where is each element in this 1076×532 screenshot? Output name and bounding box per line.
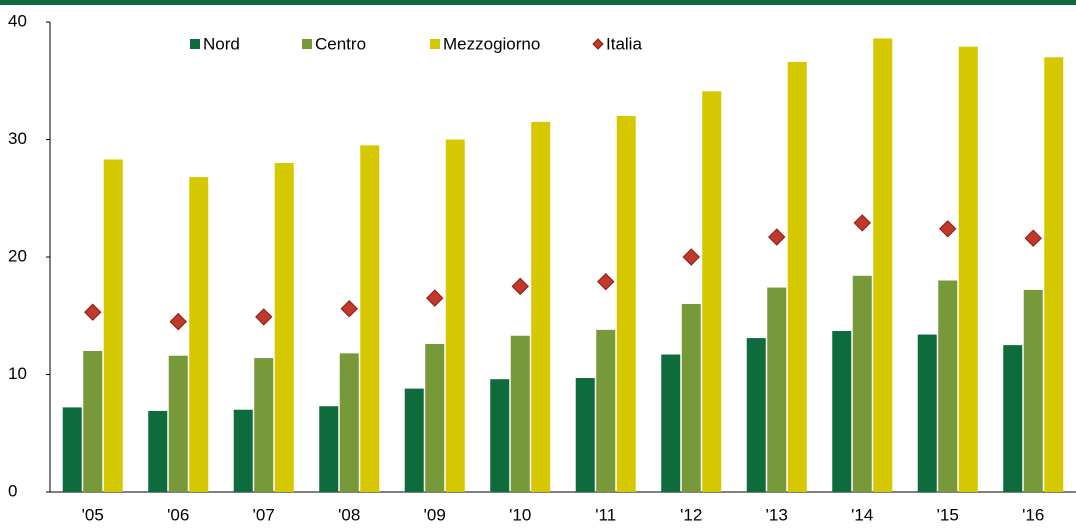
legend-marker <box>592 38 604 50</box>
bar <box>360 145 380 492</box>
bar <box>339 353 359 492</box>
bar <box>490 379 510 492</box>
italia-marker <box>853 214 871 232</box>
bar <box>531 121 551 492</box>
top-band <box>0 0 1076 5</box>
y-tick-label: 0 <box>8 481 17 500</box>
legend-label: Italia <box>606 34 642 53</box>
x-tick-label: '08 <box>338 505 360 524</box>
bar <box>404 388 424 492</box>
y-tick-label: 20 <box>8 246 27 265</box>
bar <box>445 139 465 492</box>
bar <box>938 280 958 492</box>
italia-marker <box>426 289 444 307</box>
bar <box>168 355 188 492</box>
legend-swatch <box>302 39 312 49</box>
bar <box>661 354 681 492</box>
x-tick-label: '11 <box>595 505 616 524</box>
bar <box>787 61 807 492</box>
bar <box>767 287 787 492</box>
italia-marker <box>511 277 529 296</box>
bar <box>254 358 274 492</box>
bar <box>616 116 636 492</box>
bar <box>873 38 893 492</box>
bar <box>832 331 852 492</box>
x-tick-label: '05 <box>82 505 104 524</box>
y-tick-label: 40 <box>8 11 27 30</box>
bar <box>852 275 872 492</box>
italia-marker <box>255 308 273 326</box>
bar <box>189 177 209 492</box>
bar <box>83 351 103 492</box>
italia-marker <box>1024 229 1042 247</box>
italia-marker <box>939 220 957 238</box>
italia-marker <box>768 228 786 246</box>
bar <box>425 343 445 492</box>
bar <box>510 335 530 492</box>
x-tick-label: '16 <box>1022 505 1044 524</box>
legend-swatch <box>430 39 440 49</box>
legend-label: Centro <box>315 34 366 53</box>
bar <box>319 406 339 492</box>
x-tick-label: '12 <box>680 505 702 524</box>
y-tick-label: 30 <box>8 129 27 148</box>
x-tick-label: '10 <box>509 505 531 524</box>
italia-marker <box>682 248 700 266</box>
bar <box>746 338 766 492</box>
italia-marker <box>84 303 102 321</box>
bar <box>1044 57 1064 492</box>
x-tick-label: '13 <box>766 505 788 524</box>
bar <box>681 304 701 492</box>
italia-marker <box>597 272 615 291</box>
italia-marker <box>340 299 358 318</box>
x-tick-label: '06 <box>167 505 189 524</box>
bar <box>1003 345 1023 492</box>
bar <box>958 46 978 493</box>
bar <box>233 409 253 492</box>
x-tick-label: '07 <box>253 505 275 524</box>
bar <box>917 334 937 492</box>
italia-marker <box>169 312 187 331</box>
bar <box>148 410 168 492</box>
x-tick-label: '09 <box>424 505 446 524</box>
x-tick-label: '14 <box>851 505 873 524</box>
bar <box>575 378 595 492</box>
bar <box>596 329 616 492</box>
legend-label: Nord <box>203 34 240 53</box>
legend-swatch <box>190 39 200 49</box>
x-tick-label: '15 <box>937 505 959 524</box>
y-tick-label: 10 <box>8 364 27 383</box>
bar <box>1023 289 1043 492</box>
legend-label: Mezzogiorno <box>443 34 540 53</box>
bar <box>274 163 294 492</box>
bar <box>62 407 82 492</box>
bar <box>103 159 123 492</box>
bar <box>702 91 722 492</box>
